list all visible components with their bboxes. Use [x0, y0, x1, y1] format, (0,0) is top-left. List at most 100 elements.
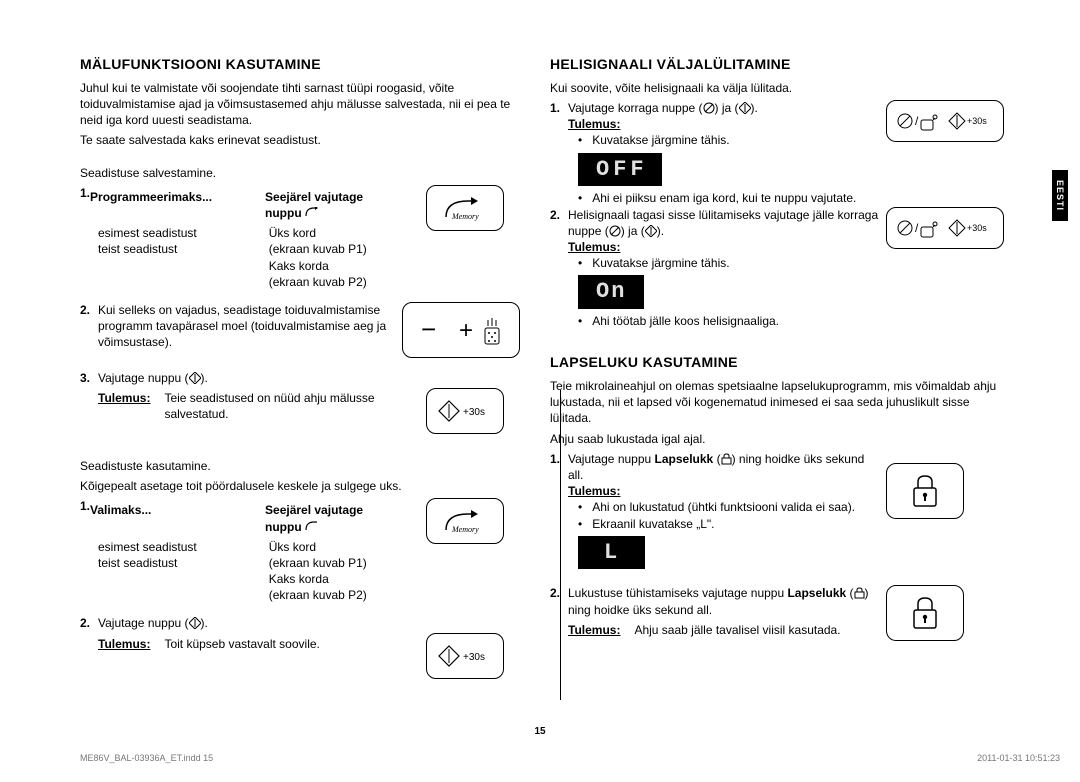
col-head: Programmeerimaks...: [90, 190, 212, 204]
svg-text:/: /: [915, 221, 919, 235]
col-head: Seejärel vajutage: [265, 190, 363, 204]
row-cell: (ekraan kuvab P1): [269, 242, 367, 256]
bullet: Ahi on lukustatud (ühtki funktsiooni val…: [578, 499, 880, 515]
lock-icon: [854, 587, 865, 599]
result-text: Toit küpseb vastavalt soovile.: [164, 636, 319, 652]
row-cell: Üks kord: [269, 226, 316, 240]
intro-text: Juhul kui te valmistate või soojendate t…: [80, 80, 520, 129]
result-text: Ahju saab jälle tavalisel viisil kasutad…: [634, 622, 840, 638]
intro-text: Kui soovite, võite helisignaali ka välja…: [550, 80, 1010, 96]
stop-icon: [609, 225, 621, 237]
step-num: 2.: [550, 585, 568, 601]
step-1: 1. Programmeerimaks... Seejärel vajutage…: [80, 185, 520, 290]
row-cell: esimest seadistust: [98, 226, 197, 240]
column-divider: [560, 390, 561, 700]
step-text: Kui selleks on vajadus, seadistage toidu…: [98, 302, 396, 351]
footer-right: 2011-01-31 10:51:23: [977, 752, 1060, 764]
lcd-display: OFF: [578, 153, 662, 187]
lcd-display: On: [578, 275, 644, 309]
lock-button-icon: [886, 463, 964, 519]
page-number: 15: [0, 725, 1080, 739]
intro-text2: Te saate salvestada kaks erinevat seadis…: [80, 132, 520, 148]
step-2: 2. Kui selleks on vajadus, seadistage to…: [80, 302, 520, 358]
sound-step-1: 1. Vajutage korraga nuppe () ja (). Tule…: [550, 100, 1010, 206]
memory-icon: [305, 207, 319, 217]
step-num: 1.: [80, 498, 90, 514]
use-header: Seadistuste kasutamine.: [80, 458, 520, 474]
step-text: Vajutage korraga nuppe () ja ().: [568, 100, 880, 116]
result-label: Tulemus:: [568, 240, 620, 254]
svg-text:+30s: +30s: [463, 407, 485, 418]
intro-text2: Ahju saab lukustada igal ajal.: [550, 431, 1010, 447]
col-head: Valimaks...: [90, 503, 151, 517]
svg-text:−: −: [421, 314, 436, 344]
row-cell: esimest seadistust: [98, 540, 197, 554]
result-label: Tulemus:: [98, 390, 150, 406]
diamond-icon: [189, 372, 201, 384]
step-num: 2.: [80, 302, 98, 318]
step-text: Vajutage nuppu Lapselukk () ning hoidke …: [568, 451, 880, 483]
stop-icon: [703, 102, 715, 114]
result-text: Teie seadistused on nüüd ahju mälusse sa…: [164, 390, 420, 422]
row-cell: teist seadistust: [98, 242, 177, 256]
footer: ME86V_BAL-03936A_ET.indd 15 2011-01-31 1…: [80, 752, 1060, 764]
result-label: Tulemus:: [568, 622, 620, 638]
step-text: Lukustuse tühistamiseks vajutage nuppu L…: [568, 585, 880, 617]
diamond-icon: [645, 225, 657, 237]
use-step-2: 2. Vajutage nuppu (). Tulemus: Toit küps…: [80, 615, 520, 679]
bullet: Kuvatakse järgmine tähis.: [578, 255, 880, 271]
bullet: Kuvatakse järgmine tähis.: [578, 132, 880, 148]
left-column: MÄLUFUNKTSIOONI KASUTAMINE Juhul kui te …: [80, 55, 520, 679]
row-cell: (ekraan kuvab P2): [269, 588, 367, 602]
lock-step-1: 1. Vajutage nuppu Lapselukk () ning hoid…: [550, 451, 1010, 574]
row-cell: (ekraan kuvab P1): [269, 556, 367, 570]
right-column: HELISIGNAALI VÄLJALÜLITAMINE Kui soovite…: [550, 55, 1010, 679]
step-num: 2.: [550, 207, 568, 223]
combo-button-icon: / +30s: [886, 207, 1004, 249]
step-text: Helisignaali tagasi sisse lülitamiseks v…: [568, 207, 880, 239]
svg-text:Memory: Memory: [451, 525, 479, 534]
bullet: Ahi töötab jälle koos helisignaaliga.: [578, 313, 880, 329]
intro-text: Teie mikrolaineahjul on olemas spetsiaal…: [550, 378, 1010, 427]
col-head: nuppu: [265, 206, 319, 220]
section-title: LAPSELUKU KASUTAMINE: [550, 353, 1010, 372]
step-3: 3. Vajutage nuppu (). Tulemus: Teie sead…: [80, 370, 520, 434]
svg-text:+30s: +30s: [463, 652, 485, 663]
lock-icon: [721, 453, 732, 465]
memory-button-icon: Memory: [426, 185, 504, 231]
row-cell: Kaks korda: [269, 259, 329, 273]
use-header2: Kõigepealt asetage toit pöördalusele kes…: [80, 478, 520, 494]
row-cell: Kaks korda: [269, 572, 329, 586]
section-title: MÄLUFUNKTSIOONI KASUTAMINE: [80, 55, 520, 74]
combo-button-icon: / +30s: [886, 100, 1004, 142]
step-text: Vajutage nuppu ().: [98, 370, 420, 386]
result-label: Tulemus:: [98, 636, 150, 652]
svg-text:+30s: +30s: [967, 116, 987, 126]
step-num: 1.: [550, 100, 568, 116]
row-cell: teist seadistust: [98, 556, 177, 570]
svg-text:Memory: Memory: [451, 212, 479, 221]
lock-step-2: 2. Lukustuse tühistamiseks vajutage nupp…: [550, 585, 1010, 641]
step-num: 1.: [80, 185, 90, 201]
save-header: Seadistuse salvestamine.: [80, 165, 520, 181]
diamond-icon: [739, 102, 751, 114]
diamond-icon: [189, 617, 201, 629]
bullet: Ahi ei piiksu enam iga kord, kui te nupp…: [578, 190, 880, 206]
sound-step-2: 2. Helisignaali tagasi sisse lülitamisek…: [550, 207, 1010, 330]
result-label: Tulemus:: [568, 484, 620, 498]
svg-text:+: +: [459, 317, 473, 344]
memory-button-icon: Memory: [426, 498, 504, 544]
col-head: nuppu: [265, 520, 319, 534]
step-num: 3.: [80, 370, 98, 386]
footer-left: ME86V_BAL-03936A_ET.indd 15: [80, 752, 213, 764]
svg-text:+30s: +30s: [967, 223, 987, 233]
start-button-icon: +30s: [426, 633, 504, 679]
row-cell: Üks kord: [269, 540, 316, 554]
power-button-icon: − +: [402, 302, 520, 358]
result-label: Tulemus:: [568, 117, 620, 131]
section-title: HELISIGNAALI VÄLJALÜLITAMINE: [550, 55, 1010, 74]
row-cell: (ekraan kuvab P2): [269, 275, 367, 289]
col-head: Seejärel vajutage: [265, 503, 363, 517]
svg-text:/: /: [915, 114, 919, 128]
step-text: Vajutage nuppu ().: [98, 615, 420, 631]
